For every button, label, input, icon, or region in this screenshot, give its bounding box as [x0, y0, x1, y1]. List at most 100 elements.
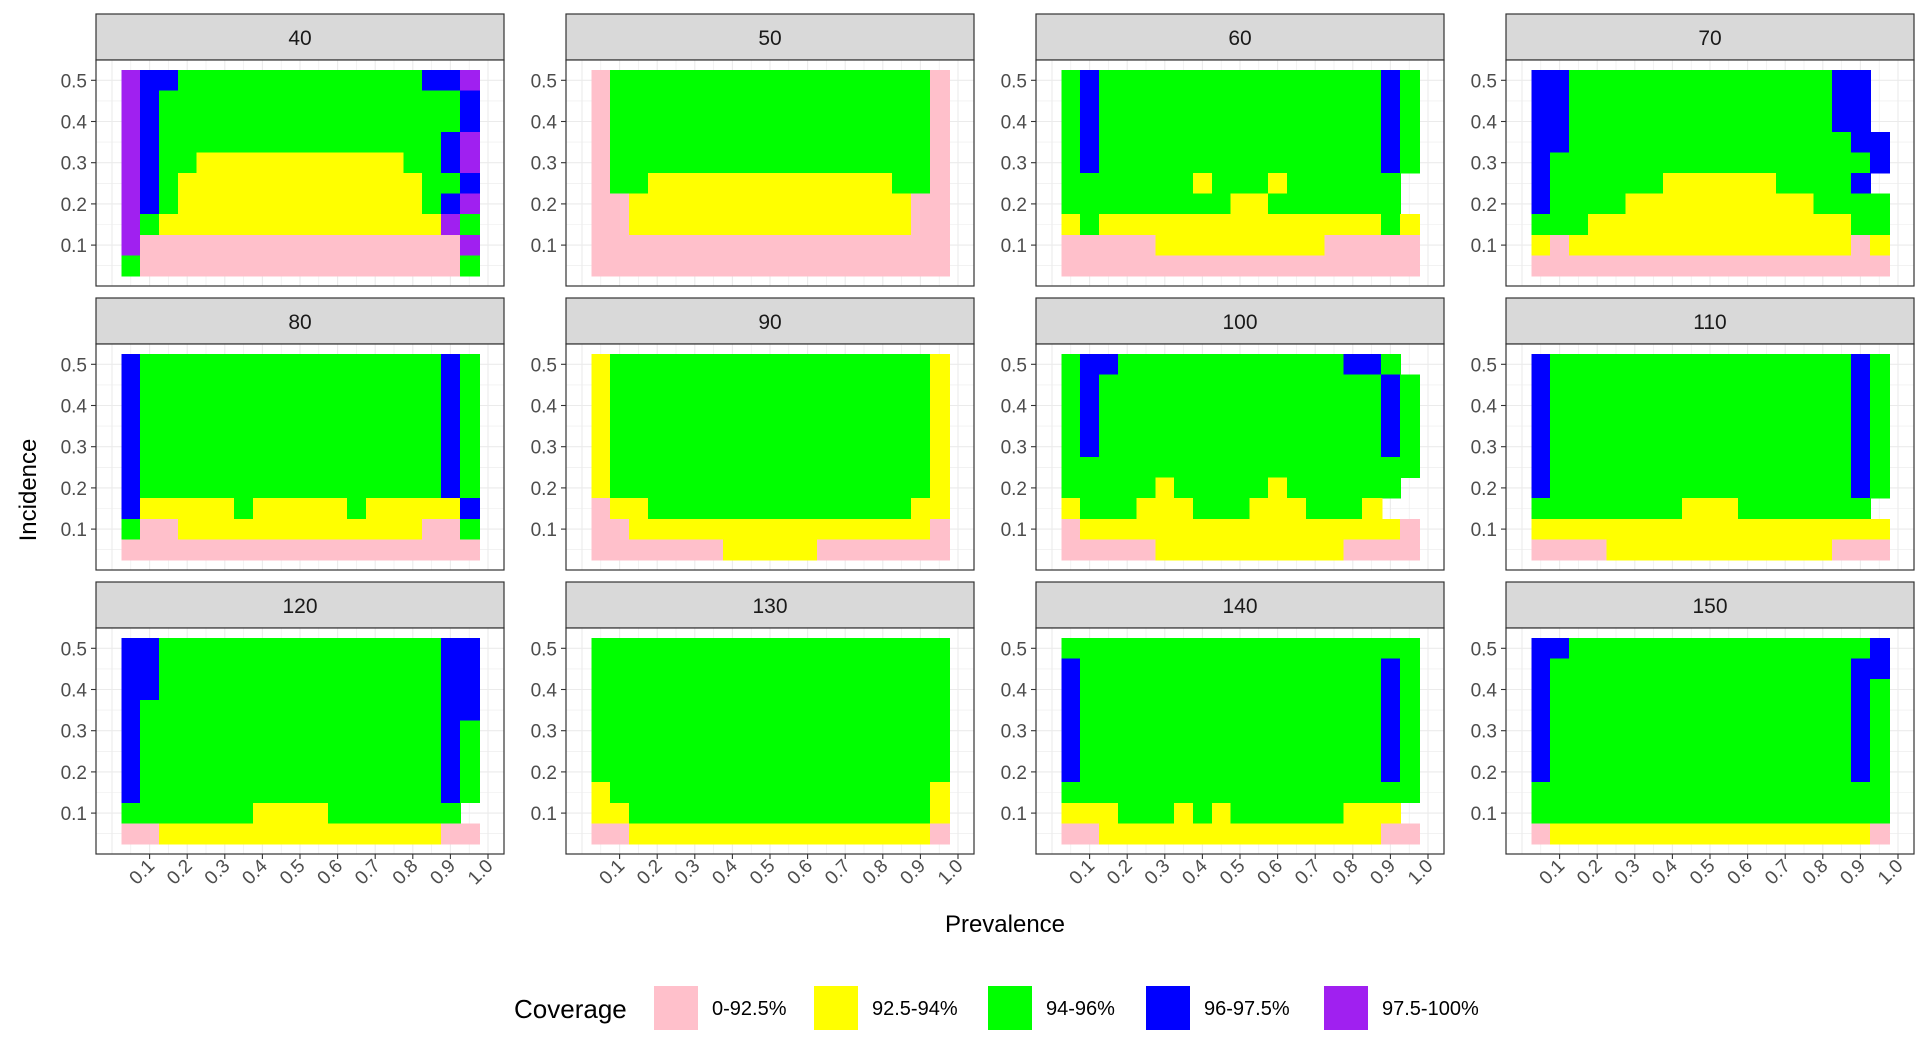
heatmap-tile: [1230, 214, 1251, 236]
heatmap-tile: [1794, 518, 1815, 540]
heatmap-tile: [1343, 741, 1364, 762]
heatmap-tile: [610, 720, 631, 742]
heatmap-tile: [140, 802, 161, 824]
x-axis-ticks: 0.1 0.2 0.3 0.4 0.5 0.6 0.7 0.8 0.9 1.0: [1066, 854, 1438, 889]
heatmap-tiles: [591, 638, 950, 845]
heatmap-tile: [271, 539, 292, 561]
heatmap-tile: [1287, 638, 1308, 659]
heatmap-tile: [723, 699, 744, 721]
heatmap-tile: [290, 720, 311, 742]
heatmap-tile: [873, 234, 894, 256]
heatmap-tile: [666, 699, 687, 721]
heatmap-tile: [1193, 477, 1214, 499]
heatmap-tile: [1775, 802, 1796, 824]
heatmap-tile: [328, 234, 349, 256]
heatmap-tile: [1813, 498, 1834, 520]
heatmap-tile: [929, 173, 950, 194]
heatmap-tile: [347, 234, 368, 256]
heatmap-tile: [1117, 741, 1138, 762]
heatmap-tile: [1775, 539, 1796, 561]
heatmap-tile: [1587, 193, 1608, 215]
heatmap-tile: [1080, 477, 1101, 499]
heatmap-tile: [290, 518, 311, 540]
heatmap-tile: [1343, 782, 1364, 804]
heatmap-tile: [365, 658, 386, 680]
heatmap-tile: [1738, 477, 1759, 499]
heatmap-tile: [817, 823, 838, 845]
heatmap-tile: [1362, 436, 1383, 458]
heatmap-tile: [328, 720, 349, 742]
heatmap-tile: [779, 354, 800, 375]
heatmap-tile: [177, 131, 198, 153]
heatmap-tile: [1757, 152, 1778, 174]
heatmap-tile: [1606, 477, 1627, 499]
heatmap-tile: [1625, 90, 1646, 112]
heatmap-tile: [1343, 498, 1364, 520]
y-tick-label: 0.2: [531, 763, 557, 784]
heatmap-tile: [892, 741, 913, 762]
heatmap-tile: [365, 255, 386, 277]
heatmap-tile: [1211, 498, 1232, 520]
heatmap-tile: [140, 761, 161, 783]
heatmap-tile: [892, 679, 913, 701]
heatmap-tile: [159, 193, 180, 215]
heatmap-tile: [403, 457, 424, 478]
y-tick-label: 0.3: [61, 154, 87, 175]
heatmap-tile: [1249, 498, 1270, 520]
heatmap-tile: [403, 193, 424, 215]
heatmap-tile: [196, 802, 217, 824]
x-tick-label: 0.3: [671, 856, 705, 890]
heatmap-tile: [140, 193, 161, 215]
y-tick-label: 0.2: [1471, 195, 1497, 216]
heatmap-tile: [1794, 477, 1815, 499]
heatmap-tile: [234, 111, 255, 133]
heatmap-tiles: [121, 70, 480, 277]
heatmap-tile: [253, 782, 274, 804]
heatmap-tile: [403, 152, 424, 174]
heatmap-tile: [1211, 518, 1232, 540]
heatmap-tile: [234, 457, 255, 478]
heatmap-tile: [1174, 131, 1195, 153]
heatmap-tile: [1625, 782, 1646, 804]
x-tick-label: 0.5: [1686, 856, 1720, 890]
heatmap-tile: [1569, 193, 1590, 215]
heatmap-tile: [647, 679, 668, 701]
heatmap-tile: [140, 638, 161, 659]
heatmap-tile: [1080, 638, 1101, 659]
heatmap-tile: [384, 761, 405, 783]
heatmap-tile: [253, 395, 274, 417]
heatmap-tile: [1794, 658, 1815, 680]
heatmap-tile: [1324, 173, 1345, 194]
heatmap-tile: [121, 638, 142, 659]
y-axis-ticks: 0.10.20.30.40.5: [61, 639, 96, 825]
heatmap-tile: [384, 214, 405, 236]
heatmap-tile: [1569, 255, 1590, 277]
facet-strip-label: 80: [288, 311, 311, 334]
heatmap-tile: [1117, 720, 1138, 742]
heatmap-tile: [647, 477, 668, 499]
heatmap-tile: [779, 90, 800, 112]
heatmap-tile: [196, 131, 217, 153]
heatmap-tile: [1606, 70, 1627, 91]
heatmap-tile: [1324, 699, 1345, 721]
heatmap-tile: [1794, 374, 1815, 396]
y-tick-label: 0.5: [531, 355, 557, 376]
heatmap-tile: [1117, 477, 1138, 499]
heatmap-tile: [1155, 436, 1176, 458]
heatmap-tile: [629, 193, 650, 215]
heatmap-tile: [892, 395, 913, 417]
heatmap-tile: [1211, 741, 1232, 762]
heatmap-tile: [1569, 638, 1590, 659]
heatmap-tile: [779, 498, 800, 520]
heatmap-tile: [1851, 518, 1872, 540]
heatmap-tile: [779, 761, 800, 783]
heatmap-tile: [177, 374, 198, 396]
heatmap-tile: [629, 173, 650, 194]
heatmap-tile: [1061, 395, 1082, 417]
y-tick-label: 0.3: [531, 722, 557, 743]
heatmap-tile: [271, 234, 292, 256]
heatmap-tile: [1362, 173, 1383, 194]
heatmap-tile: [1099, 214, 1120, 236]
heatmap-tile: [1305, 415, 1326, 437]
heatmap-tile: [271, 658, 292, 680]
